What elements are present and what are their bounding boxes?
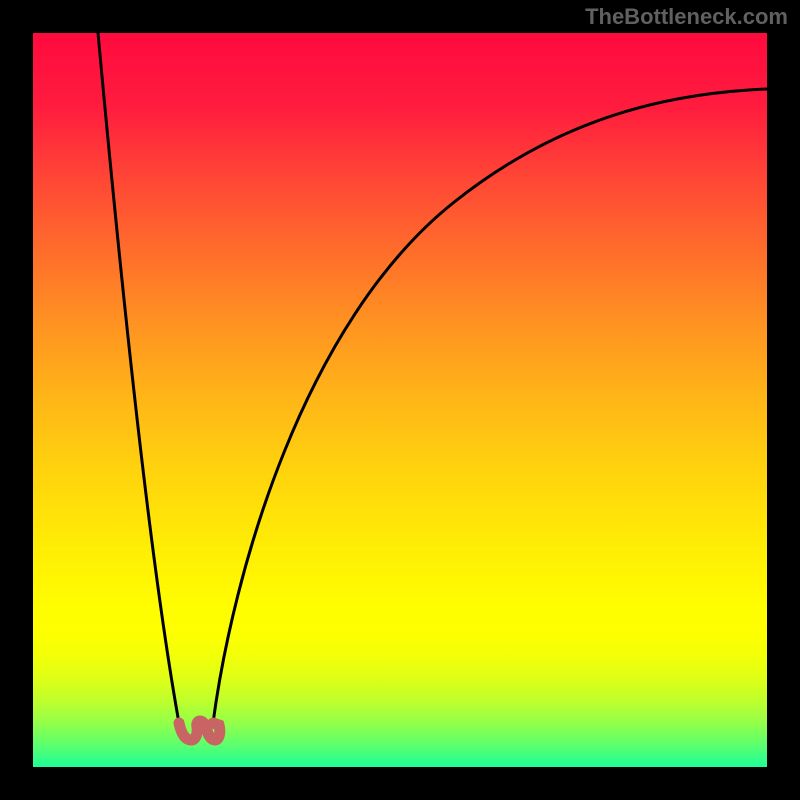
bottleneck-curve-left [98,33,179,723]
bottleneck-valley-u [179,721,220,740]
chart-container: TheBottleneck.com [0,0,800,800]
curve-layer [33,33,767,767]
plot-area [33,33,767,767]
bottleneck-curve-right [213,89,767,723]
watermark-text: TheBottleneck.com [585,4,788,30]
